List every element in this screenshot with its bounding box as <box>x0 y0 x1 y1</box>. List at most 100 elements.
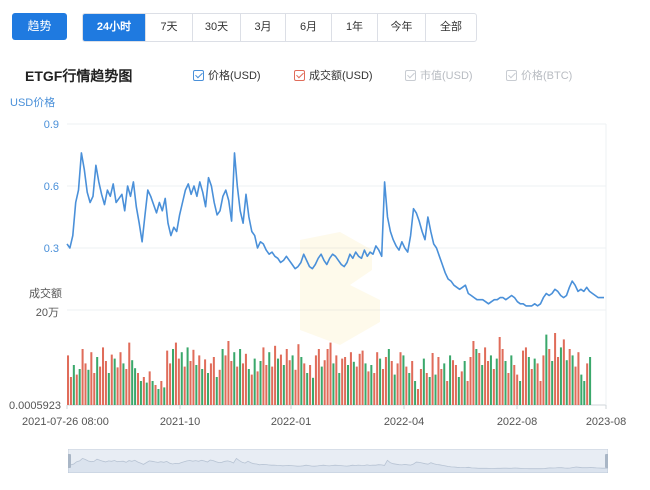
volume-bar <box>271 366 274 405</box>
volume-bar <box>417 389 420 405</box>
trend-button[interactable]: 趋势 <box>12 13 67 40</box>
volume-bar <box>358 353 361 405</box>
volume-bar <box>393 374 396 405</box>
range-ytd-button[interactable]: 今年 <box>377 14 425 41</box>
volume-bar <box>303 363 306 405</box>
volume-bar <box>291 355 294 405</box>
volume-bar <box>580 374 583 405</box>
range-30d-button[interactable]: 30天 <box>192 14 240 41</box>
volume-bar <box>519 381 522 405</box>
range-24h-button[interactable]: 24小时 <box>83 14 145 41</box>
volume-bar <box>198 355 201 405</box>
volume-bar <box>285 349 288 405</box>
y-tick-label: 0.6 <box>44 181 59 193</box>
volume-bar <box>478 353 481 405</box>
volume-bar <box>504 361 507 405</box>
volume-bar <box>437 357 440 405</box>
volume-bar <box>364 363 367 405</box>
volume-bar <box>536 363 539 405</box>
volume-bar <box>487 361 490 405</box>
y-tick-label: 20万 <box>36 307 59 319</box>
volume-bar <box>568 349 571 405</box>
volume-bar <box>332 363 335 405</box>
volume-bar <box>69 377 72 405</box>
range-6m-button[interactable]: 6月 <box>285 14 331 41</box>
volume-bar <box>402 355 405 405</box>
volume-bar <box>142 377 145 405</box>
volume-bar <box>384 357 387 405</box>
volume-bar <box>119 352 122 405</box>
volume-bar <box>309 365 312 405</box>
volume-bar <box>586 363 589 405</box>
range-1y-button[interactable]: 1年 <box>331 14 377 41</box>
range-7d-button[interactable]: 7天 <box>145 14 192 41</box>
volume-bar <box>116 367 119 405</box>
volume-bar <box>320 366 323 405</box>
volume-bar <box>131 360 134 405</box>
volume-bar <box>434 374 437 405</box>
y-tick-label: 0.0005923 <box>9 400 61 412</box>
volume-bar <box>189 361 192 405</box>
volume-bar <box>139 381 142 405</box>
checkbox-icon <box>294 69 305 81</box>
volume-bar <box>247 369 250 405</box>
volume-bar <box>72 365 75 405</box>
volume-bar <box>419 369 422 405</box>
price-line-group <box>66 152 604 307</box>
navigator-right-handle[interactable] <box>605 454 608 468</box>
volume-bar <box>341 358 344 405</box>
volume-bar <box>530 369 533 405</box>
volume-bar <box>379 358 382 405</box>
legend-item-price-usd[interactable]: 价格(USD) <box>193 67 261 83</box>
volume-bar <box>262 347 265 405</box>
volume-bar <box>250 374 253 405</box>
navigator-left-handle[interactable] <box>68 454 71 468</box>
volume-bar <box>221 349 224 405</box>
legend-label: 成交额(USD) <box>309 70 373 82</box>
volume-bar <box>557 357 560 405</box>
volume-bar <box>230 361 233 405</box>
volume-bar <box>539 381 542 405</box>
volume-bar <box>215 377 218 405</box>
legend-label: 价格(BTC) <box>521 70 573 82</box>
volume-bar <box>559 347 562 405</box>
volume-bar <box>463 361 466 405</box>
price-line <box>66 152 604 307</box>
volume-bar <box>207 373 210 405</box>
legend-item-volume-usd[interactable]: 成交额(USD) <box>294 67 373 83</box>
legend-item-marketcap-usd[interactable]: 市值(USD) <box>405 67 473 83</box>
range-navigator[interactable] <box>68 449 608 473</box>
y-axis-title-volume: 成交额 <box>29 286 62 300</box>
volume-bar <box>414 381 417 405</box>
volume-bar <box>87 369 90 405</box>
volume-bar <box>312 377 315 405</box>
volume-bar <box>484 347 487 405</box>
legend-label: 市值(USD) <box>420 70 473 82</box>
range-3m-button[interactable]: 3月 <box>240 14 285 41</box>
volume-bar <box>201 369 204 405</box>
volume-bar <box>259 361 262 405</box>
volume-bar <box>510 355 513 405</box>
volume-bar <box>533 358 536 405</box>
volume-bar <box>542 355 545 405</box>
legend-item-price-btc[interactable]: 价格(BTC) <box>506 67 572 83</box>
volume-bars <box>67 333 592 405</box>
volume-bar <box>335 355 338 405</box>
volume-bar <box>180 352 183 405</box>
volume-bar <box>148 371 151 405</box>
range-all-button[interactable]: 全部 <box>425 14 476 41</box>
volume-bar <box>183 366 186 405</box>
volume-bar <box>498 337 501 405</box>
volume-bar <box>137 373 140 405</box>
volume-bar <box>294 369 297 405</box>
volume-bar <box>551 361 554 405</box>
volume-bar <box>145 382 148 405</box>
volume-bar <box>457 377 460 405</box>
x-tick-label: 2022-01 <box>271 416 311 428</box>
volume-bar <box>323 360 326 405</box>
volume-bar <box>265 365 268 405</box>
time-range-selector: 24小时 7天 30天 3月 6月 1年 今年 全部 <box>82 13 477 42</box>
volume-bar <box>212 357 215 405</box>
y-tick-label: 0.3 <box>44 243 59 255</box>
